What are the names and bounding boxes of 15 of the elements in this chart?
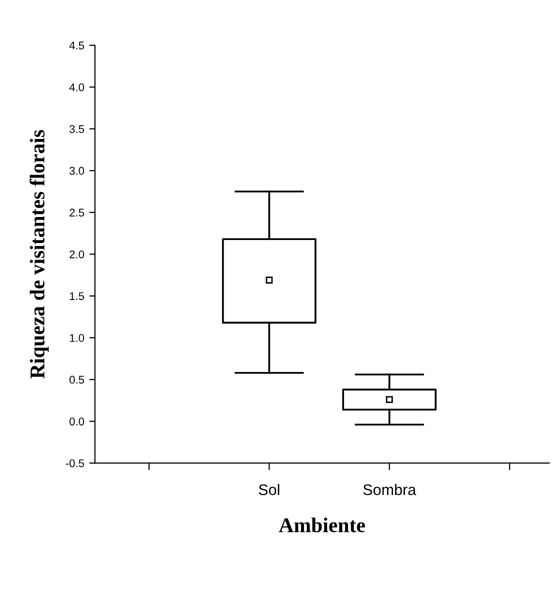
y-axis-title: Riqueza de visitantes florais — [30, 130, 49, 379]
y-tick-label: 1.0 — [70, 334, 84, 342]
y-tick-label: 3.5 — [70, 125, 84, 133]
y-tick-label: 1.5 — [70, 292, 84, 300]
x-tick-label: Sombra — [363, 484, 416, 496]
y-tick-label: -0.5 — [66, 459, 84, 468]
y-tick-label: 2.0 — [70, 250, 84, 258]
y-tick-label: 4.5 — [69, 42, 84, 50]
y-tick-label: 2.5 — [70, 208, 84, 217]
y-tick-label: 0.0 — [70, 418, 84, 426]
y-tick-label: 3.0 — [70, 166, 84, 175]
x-tick-label: Sol — [258, 484, 280, 496]
y-tick-label: 4.0 — [69, 83, 84, 92]
y-tick-label: 0.5 — [70, 376, 84, 384]
x-axis-title: Ambiente — [278, 518, 365, 532]
